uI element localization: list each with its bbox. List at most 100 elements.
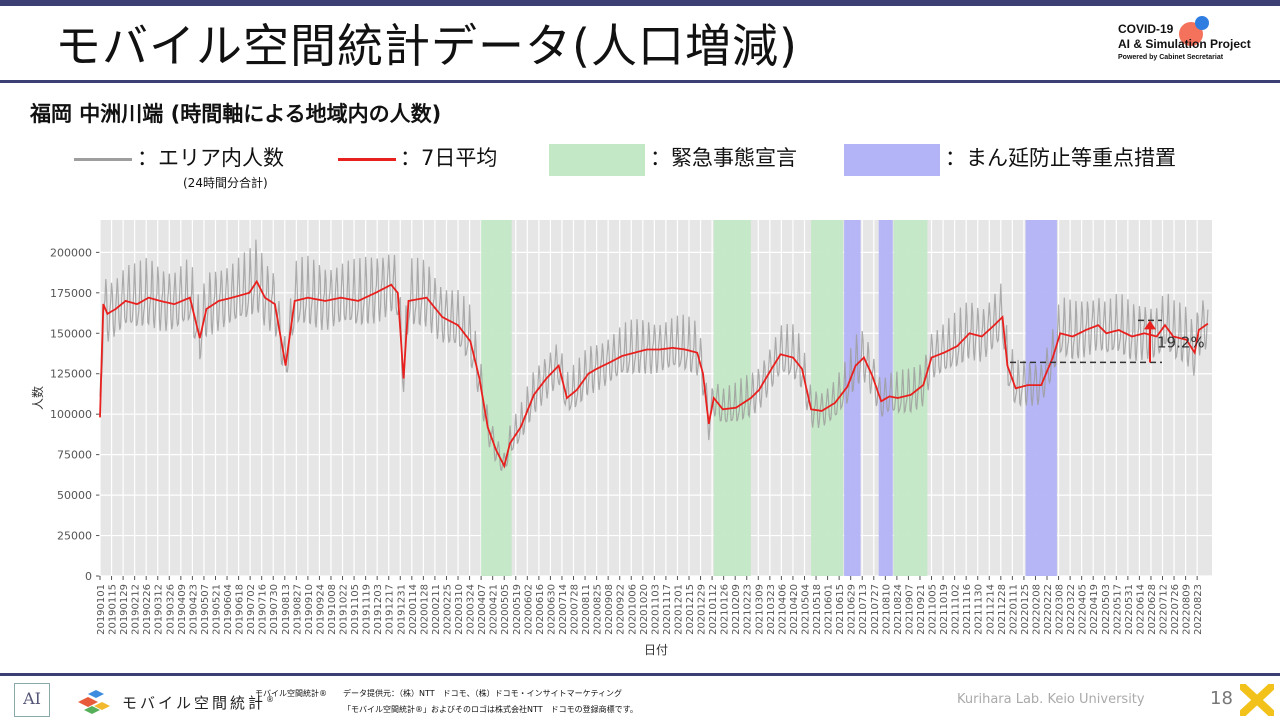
x-tick-label: 20220503 xyxy=(1101,584,1112,635)
logo-cube-yellow xyxy=(94,702,110,710)
annotation-label: 19.2% xyxy=(1157,333,1205,351)
legend-priority-swatch xyxy=(844,144,940,176)
priority-period xyxy=(1025,220,1057,576)
x-tick-label: 20220111 xyxy=(1008,584,1019,635)
x-tick-label: 20220405 xyxy=(1078,584,1089,635)
x-tick-label: 20220628 xyxy=(1147,584,1158,635)
x-tick-label: 20220823 xyxy=(1193,584,1204,635)
y-tick-label: 100000 xyxy=(50,408,92,421)
logo-line-3: Powered by Cabinet Secretariat xyxy=(1118,54,1224,61)
y-tick-label: 175000 xyxy=(50,287,92,300)
x-tick-label: 20210713 xyxy=(858,584,869,635)
legend-daily-note: (24時間分合計) xyxy=(183,176,268,190)
x-tick-label: 20220809 xyxy=(1182,584,1193,635)
footer-trademark: 「モバイル空間統計®」およびそのロゴは株式会社NTT ドコモの登録商標です。 xyxy=(343,705,638,714)
x-tick-label: 20200811 xyxy=(581,584,592,635)
x-tick-label: 20201103 xyxy=(650,584,661,635)
logo-cube-red xyxy=(78,697,98,707)
x-tick-label: 20200225 xyxy=(442,584,453,635)
logo-line-1: COVID-19 xyxy=(1118,22,1174,36)
x-tick-label: 20190409 xyxy=(177,584,188,635)
legend-avg-label: ：7日平均 xyxy=(400,146,498,170)
x-tick-label: 20211130 xyxy=(974,584,985,635)
x-tick-label: 20220125 xyxy=(1020,584,1031,635)
legend: ：エリア内人数 ：7日平均 ：緊急事態宣言 ：まん延防止等重点措置 xyxy=(0,142,1280,178)
x-tick-label: 20190827 xyxy=(292,584,303,635)
x-tick-label: 20210615 xyxy=(835,584,846,635)
x-tick-label: 20210504 xyxy=(800,584,811,635)
x-tick-label: 20190716 xyxy=(258,584,269,635)
legend-daily-label: ：エリア内人数 xyxy=(137,146,284,170)
legend-emergency-swatch xyxy=(549,144,645,176)
x-axis-label: 日付 xyxy=(644,643,668,657)
x-tick-label: 20210406 xyxy=(777,584,788,635)
x-tick-label: 20220222 xyxy=(1043,584,1054,635)
x-tick-label: 20201229 xyxy=(697,584,708,635)
x-tick-label: 20200630 xyxy=(546,584,557,635)
legend-emergency-label: ：緊急事態宣言 xyxy=(650,146,797,170)
x-tick-label: 20190312 xyxy=(154,584,165,635)
page-title: モバイル空間統計データ(人口増減) xyxy=(55,19,798,73)
daily-series-line xyxy=(99,239,1209,472)
mobile-stats-logo-icon xyxy=(78,690,110,714)
x-tick-label: 20191217 xyxy=(385,584,396,635)
x-tick-label: 20190910 xyxy=(304,584,315,635)
logo-blue-circle xyxy=(1195,16,1209,30)
legend-priority-label: ：まん延防止等重点措置 xyxy=(945,146,1176,170)
x-tick-label: 20201117 xyxy=(662,584,673,635)
x-tick-label: 20190101 xyxy=(96,584,107,635)
x-tick-label: 20210921 xyxy=(916,584,927,635)
x-tick-label: 20200714 xyxy=(558,584,569,635)
x-tick-label: 20200324 xyxy=(466,584,477,635)
x-tick-label: 20210223 xyxy=(743,584,754,635)
x-tick-label: 20190702 xyxy=(246,584,257,635)
x-tick-label: 20210420 xyxy=(789,584,800,635)
x-tick-label: 20190326 xyxy=(165,584,176,635)
x-tick-label: 20190129 xyxy=(119,584,130,635)
footer-small-brand: モバイル空間統計® xyxy=(255,689,327,698)
x-tick-label: 20190521 xyxy=(211,584,222,635)
x-tick-label: 20211214 xyxy=(985,584,996,635)
x-tick-label: 20220517 xyxy=(1112,584,1123,635)
x-tick-label: 20220614 xyxy=(1135,584,1146,635)
x-tick-label: 20210209 xyxy=(731,584,742,635)
x-tick-label: 20210629 xyxy=(847,584,858,635)
priority-period xyxy=(844,220,861,576)
footer-brand: モバイル空間統計® xyxy=(122,692,274,713)
x-tick-label: 20190813 xyxy=(281,584,292,635)
x-tick-label: 20190226 xyxy=(142,584,153,635)
x-tick-label: 20191119 xyxy=(362,584,373,635)
x-tick-label: 20200128 xyxy=(419,584,430,635)
y-tick-label: 0 xyxy=(85,570,92,583)
x-tick-label: 20220419 xyxy=(1089,584,1100,635)
x-tick-label: 20191008 xyxy=(327,584,338,635)
x-tick-label: 20190115 xyxy=(108,584,119,635)
x-tick-label: 20210601 xyxy=(824,584,835,635)
x-mark-shape xyxy=(1240,684,1274,716)
x-tick-label: 20210309 xyxy=(754,584,765,635)
title-divider xyxy=(0,80,1280,83)
ai-mark-icon: AI xyxy=(14,683,50,717)
annotation-arrow-head xyxy=(1144,320,1156,330)
footer-divider xyxy=(0,673,1280,676)
chart-subtitle: 福岡 中洲川端 (時間軸による地域内の人数) xyxy=(30,102,442,126)
logo-red-circle xyxy=(1179,22,1203,46)
logo-cube-green xyxy=(84,706,100,714)
x-tick-label: 20211019 xyxy=(939,584,950,635)
page-number: 18 xyxy=(1210,688,1233,709)
x-tick-label: 20200505 xyxy=(500,584,511,635)
x-tick-label: 20200922 xyxy=(616,584,627,635)
x-tick-label: 20190423 xyxy=(188,584,199,635)
logo-cube-blue xyxy=(88,690,104,698)
x-tick-label: 20210518 xyxy=(812,584,823,635)
footer-brand-name: モバイル空間統計 xyxy=(122,694,267,712)
x-tick-label: 20220726 xyxy=(1170,584,1181,635)
x-tick-label: 20200421 xyxy=(489,584,500,635)
y-tick-label: 125000 xyxy=(50,368,92,381)
x-tick-label: 20200616 xyxy=(535,584,546,635)
emergency-period xyxy=(481,220,512,576)
y-tick-label: 200000 xyxy=(50,246,92,259)
x-tick-label: 20191231 xyxy=(396,584,407,635)
x-tick-label: 20210727 xyxy=(870,584,881,635)
covid-logo-icon xyxy=(1179,16,1209,46)
